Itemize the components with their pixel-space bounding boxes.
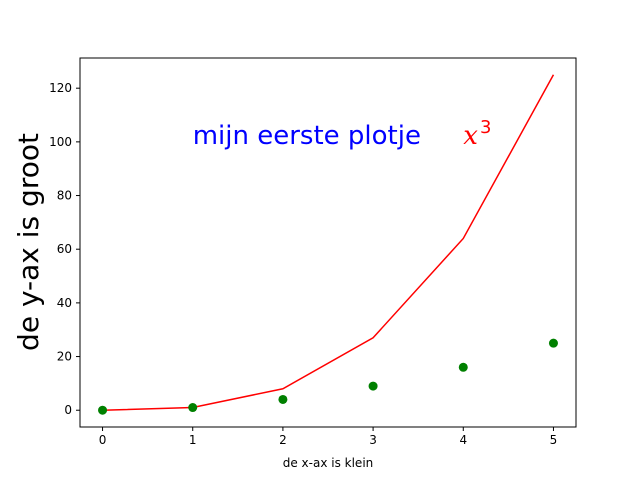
x-tick-label: 1: [189, 433, 197, 447]
y-tick-label: 100: [49, 135, 72, 149]
y-tick-label: 40: [57, 296, 72, 310]
x-axis-label: de x-ax is klein: [283, 456, 374, 470]
y-tick-label: 20: [57, 350, 72, 364]
line-series-0: [102, 74, 555, 411]
x-tick-label: 3: [369, 433, 377, 447]
series-layer: [98, 74, 558, 415]
x-tick-label: 2: [279, 433, 287, 447]
x-axis-ticks: 0 1 2 3 4 5: [99, 427, 558, 447]
y-tick-label: 60: [57, 242, 72, 256]
scatter-point: [368, 381, 378, 391]
x-tick-label: 4: [459, 433, 467, 447]
annotation-title: mijn eerste plotje: [193, 121, 421, 151]
scatter-point: [188, 403, 198, 413]
plot-area: [79, 57, 577, 428]
scatter-point: [458, 362, 468, 372]
scatter-point: [548, 338, 558, 348]
y-tick-label: 120: [49, 81, 72, 95]
annotation-superscript: 3: [480, 117, 491, 138]
x-tick-label: 5: [550, 433, 558, 447]
scatter-point: [278, 394, 288, 404]
x-tick-label: 0: [99, 433, 107, 447]
y-axis-ticks: 0 20 40 60 80 100 120: [49, 81, 80, 417]
y-axis-label: de y-ax is groot: [12, 133, 45, 351]
scatter-point: [98, 405, 108, 415]
y-tick-label: 80: [57, 189, 72, 203]
annotation-base: x: [463, 121, 478, 151]
y-tick-label: 0: [64, 403, 72, 417]
